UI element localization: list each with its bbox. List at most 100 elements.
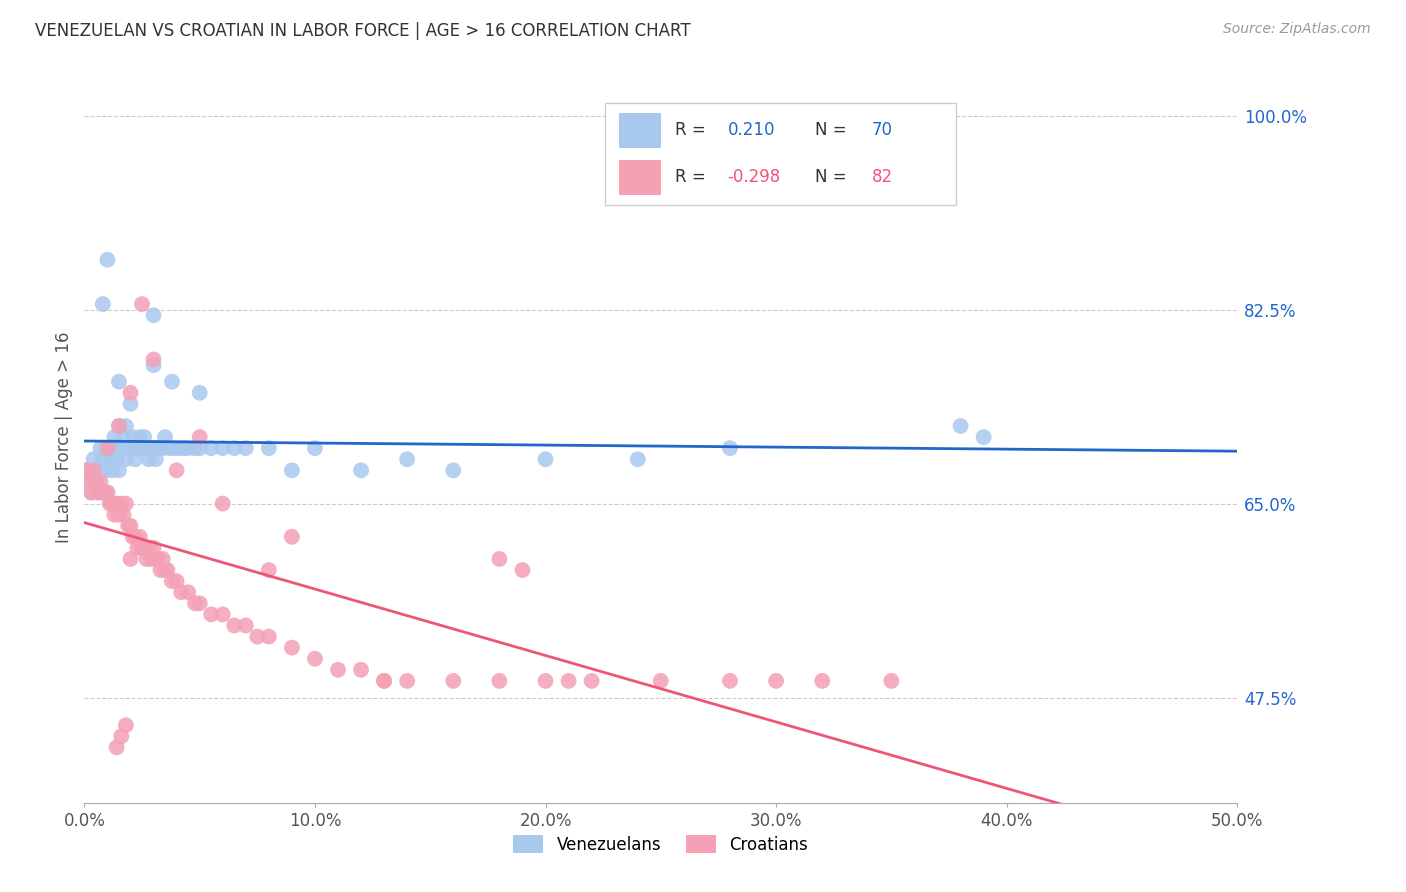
Point bbox=[115, 452, 138, 467]
Point bbox=[117, 518, 139, 533]
Point bbox=[77, 475, 100, 489]
Point bbox=[89, 441, 111, 455]
Point bbox=[128, 530, 150, 544]
Point bbox=[112, 508, 135, 522]
Point bbox=[718, 673, 741, 688]
Point bbox=[224, 441, 246, 455]
Point bbox=[96, 485, 118, 500]
Point bbox=[211, 607, 233, 622]
Point bbox=[765, 673, 787, 688]
Point bbox=[76, 463, 98, 477]
Point bbox=[145, 452, 167, 467]
Point bbox=[257, 563, 280, 577]
Point bbox=[127, 441, 149, 455]
Point bbox=[224, 618, 246, 632]
Point bbox=[120, 552, 142, 566]
Point bbox=[173, 441, 195, 455]
Point bbox=[135, 441, 157, 455]
Point bbox=[200, 441, 222, 455]
Point bbox=[177, 585, 200, 599]
Point bbox=[581, 673, 603, 688]
Y-axis label: In Labor Force | Age > 16: In Labor Force | Age > 16 bbox=[55, 331, 73, 543]
Point bbox=[211, 441, 233, 455]
Point bbox=[441, 463, 464, 477]
Point bbox=[235, 618, 257, 632]
Point bbox=[121, 430, 143, 444]
Point bbox=[96, 441, 118, 455]
Point bbox=[87, 485, 110, 500]
Point bbox=[105, 452, 128, 467]
Point bbox=[120, 385, 142, 400]
Point bbox=[94, 485, 117, 500]
Point bbox=[488, 673, 510, 688]
Point bbox=[84, 475, 107, 489]
Point bbox=[257, 630, 280, 644]
Point bbox=[146, 552, 169, 566]
Point bbox=[131, 541, 153, 555]
Point bbox=[141, 441, 163, 455]
Point bbox=[108, 419, 131, 434]
Point bbox=[257, 441, 280, 455]
Point bbox=[120, 441, 142, 455]
Point bbox=[101, 441, 124, 455]
Point bbox=[534, 673, 557, 688]
Point bbox=[131, 541, 153, 555]
Point bbox=[350, 663, 373, 677]
Point bbox=[160, 375, 183, 389]
Point bbox=[512, 563, 534, 577]
Point bbox=[80, 485, 103, 500]
Point bbox=[120, 518, 142, 533]
Text: 82: 82 bbox=[872, 169, 893, 186]
Point bbox=[138, 541, 160, 555]
Text: R =: R = bbox=[675, 169, 711, 186]
Point bbox=[396, 452, 419, 467]
Point bbox=[76, 463, 98, 477]
Point bbox=[105, 497, 128, 511]
Point bbox=[134, 541, 156, 555]
Point bbox=[103, 508, 125, 522]
Point bbox=[159, 441, 181, 455]
Point bbox=[281, 640, 304, 655]
Point bbox=[121, 530, 143, 544]
Point bbox=[142, 441, 165, 455]
Point bbox=[188, 385, 211, 400]
Point bbox=[557, 673, 579, 688]
Text: -0.298: -0.298 bbox=[728, 169, 780, 186]
Point bbox=[167, 441, 190, 455]
Point bbox=[880, 673, 903, 688]
Point bbox=[83, 463, 105, 477]
Point bbox=[160, 574, 183, 589]
Point bbox=[534, 452, 557, 467]
Point bbox=[246, 630, 269, 644]
Text: N =: N = bbox=[815, 169, 852, 186]
Point bbox=[138, 452, 160, 467]
Point bbox=[145, 552, 167, 566]
FancyBboxPatch shape bbox=[605, 103, 956, 205]
Point bbox=[142, 308, 165, 322]
Point bbox=[304, 441, 326, 455]
Point bbox=[488, 552, 510, 566]
Point bbox=[373, 673, 395, 688]
Point bbox=[135, 552, 157, 566]
Point bbox=[188, 596, 211, 610]
Point bbox=[170, 585, 193, 599]
Point bbox=[131, 441, 153, 455]
Point bbox=[98, 497, 121, 511]
Point bbox=[108, 419, 131, 434]
Point bbox=[200, 607, 222, 622]
Point bbox=[153, 563, 176, 577]
Point bbox=[115, 419, 138, 434]
Point bbox=[128, 430, 150, 444]
Text: Source: ZipAtlas.com: Source: ZipAtlas.com bbox=[1223, 22, 1371, 37]
Point bbox=[152, 441, 174, 455]
Point bbox=[96, 252, 118, 267]
Point bbox=[110, 441, 132, 455]
Point bbox=[718, 441, 741, 455]
Point bbox=[153, 430, 176, 444]
Point bbox=[117, 441, 139, 455]
Point bbox=[149, 441, 172, 455]
Point bbox=[373, 673, 395, 688]
Point bbox=[627, 452, 650, 467]
Point bbox=[91, 485, 114, 500]
Point bbox=[84, 475, 107, 489]
